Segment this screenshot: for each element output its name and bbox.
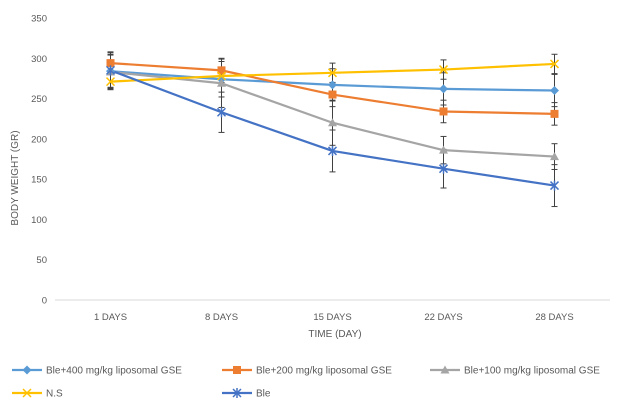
data-point bbox=[327, 68, 338, 78]
data-point bbox=[549, 59, 560, 69]
y-tick-label: 250 bbox=[31, 94, 47, 105]
y-tick-label: 150 bbox=[31, 175, 47, 186]
legend-item: Ble bbox=[222, 388, 271, 400]
data-point bbox=[439, 145, 448, 154]
data-point bbox=[328, 118, 337, 127]
legend-item: Ble+200 mg/kg liposomal GSE bbox=[222, 366, 392, 377]
data-point bbox=[550, 152, 559, 161]
data-point bbox=[438, 65, 449, 75]
legend-label: Ble+200 mg/kg liposomal GSE bbox=[256, 366, 392, 377]
data-point bbox=[217, 66, 226, 75]
axes-layer: 0 50 100 150 200 250 300 350 1 DAYS 8 DAYS 15 DAYS… bbox=[31, 14, 610, 323]
y-tick-label: 100 bbox=[31, 215, 47, 226]
legend-item: N.S bbox=[12, 388, 63, 400]
data-point bbox=[216, 71, 227, 81]
data-point bbox=[439, 107, 448, 116]
legend-marker bbox=[22, 388, 32, 398]
x-tick-label: 15 DAYS bbox=[313, 312, 351, 323]
data-point bbox=[216, 107, 227, 118]
data-point bbox=[550, 86, 559, 96]
data-point bbox=[327, 145, 338, 156]
y-tick-label: 200 bbox=[31, 134, 47, 145]
x-tick-label: 22 DAYS bbox=[424, 312, 462, 323]
data-point bbox=[217, 78, 226, 87]
data-point bbox=[105, 77, 116, 87]
data-point bbox=[328, 80, 337, 90]
legend-label: Ble+100 mg/kg liposomal GSE bbox=[464, 366, 600, 377]
data-point bbox=[549, 180, 560, 191]
legend-item: Ble+100 mg/kg liposomal GSE bbox=[430, 365, 600, 377]
y-tick-label: 300 bbox=[31, 54, 47, 65]
legend-item: Ble+400 mg/kg liposomal GSE bbox=[12, 365, 182, 377]
legend-marker bbox=[22, 365, 32, 375]
legend-label: Ble+400 mg/kg liposomal GSE bbox=[46, 366, 182, 377]
x-tick-label: 28 DAYS bbox=[535, 312, 573, 323]
legend-marker bbox=[440, 365, 450, 374]
y-tick-label: 0 bbox=[42, 296, 47, 307]
x-axis-title: TIME (DAY) bbox=[308, 329, 361, 340]
legend-marker bbox=[232, 388, 242, 398]
legend-label: Ble bbox=[256, 389, 271, 400]
y-axis-title: BODY WEIGHT (GR) bbox=[10, 130, 21, 225]
data-point bbox=[106, 59, 115, 68]
marker-layer bbox=[105, 59, 560, 191]
y-tick-label: 350 bbox=[31, 14, 47, 25]
data-point bbox=[105, 65, 116, 76]
legend: Ble+400 mg/kg liposomal GSE Ble+200 mg/kg… bbox=[12, 365, 600, 400]
data-point bbox=[438, 163, 449, 174]
y-tick-label: 50 bbox=[36, 255, 47, 266]
x-tick-label: 8 DAYS bbox=[205, 312, 238, 323]
x-tick-label: 1 DAYS bbox=[94, 312, 127, 323]
legend-label: N.S bbox=[46, 389, 63, 400]
data-point bbox=[328, 90, 337, 99]
data-point bbox=[550, 109, 559, 118]
legend-marker bbox=[233, 366, 241, 374]
data-point bbox=[439, 84, 448, 94]
